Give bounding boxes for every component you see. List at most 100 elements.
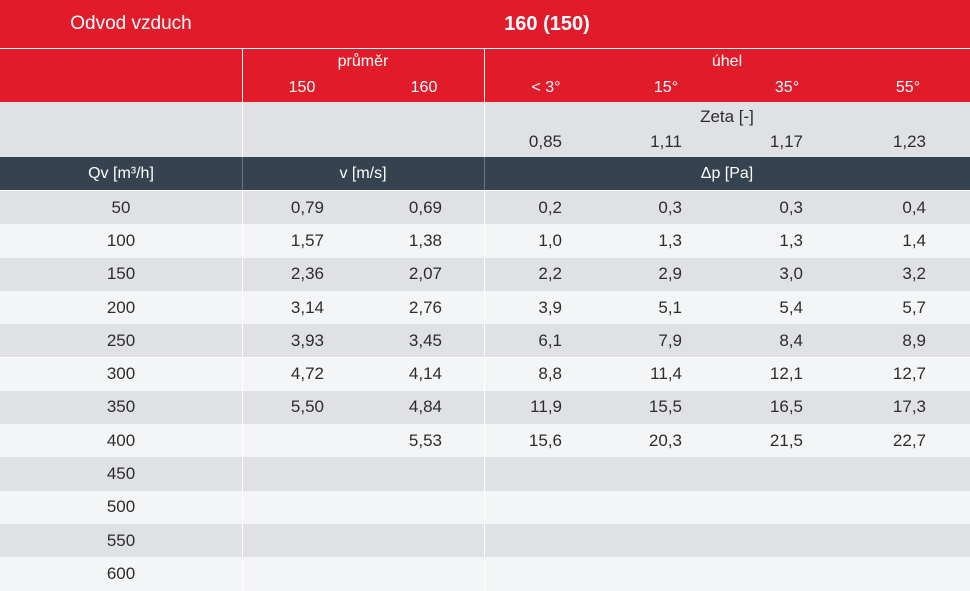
velocity-160-cell: 4,14 (408, 364, 442, 384)
table-row: 150 2,36 2,07 2,2 2,9 3,0 3,2 (0, 257, 970, 291)
angle-15: 15° (653, 79, 679, 96)
pressure-lt3-cell: 8,8 (538, 364, 562, 384)
divider (242, 157, 243, 190)
pressure-lt3-cell (490, 491, 562, 524)
pressure-15-cell: 7,9 (658, 330, 682, 350)
divider (484, 390, 485, 425)
qv-cell: 100 (106, 230, 136, 250)
title-row: Odvod vzduch 160 (150) (0, 0, 970, 48)
zeta-value-1: 0,85 (528, 132, 562, 151)
pressure-15-cell: 2,9 (658, 264, 682, 284)
divider (484, 324, 485, 358)
table-row: 50 0,79 0,69 0,2 0,3 0,3 0,4 (0, 191, 970, 225)
velocity-150-cell: 1,57 (290, 230, 324, 250)
velocity-160-cell (368, 524, 442, 557)
angle-label: úhel (711, 53, 743, 70)
qv-cell: 150 (106, 264, 136, 284)
qv-cell: 350 (106, 397, 136, 417)
pressure-header: Δp [Pa] (700, 164, 754, 182)
pressure-55-cell: 8,9 (902, 330, 926, 350)
table-row: 600 (0, 557, 970, 591)
divider (484, 557, 485, 591)
zeta-label: Zeta [-] (700, 107, 754, 126)
pressure-lt3-cell: 0,2 (538, 197, 562, 217)
velocity-160-cell: 2,76 (408, 297, 442, 317)
divider (484, 191, 485, 225)
pressure-35-cell: 0,3 (779, 197, 803, 217)
divider (484, 49, 485, 102)
diameter-label: průměr (337, 53, 389, 70)
zeta-value-2: 1,11 (650, 132, 682, 151)
diameter-150: 150 (288, 79, 316, 96)
qv-cell: 200 (106, 297, 136, 317)
pressure-55-cell: 1,4 (902, 230, 926, 250)
pressure-55-cell (854, 524, 926, 557)
velocity-160-cell: 0,69 (408, 197, 442, 217)
divider (484, 457, 485, 491)
pressure-15-cell: 5,1 (658, 297, 682, 317)
pressure-15-cell: 11,4 (650, 364, 682, 384)
qv-cell: 250 (106, 330, 136, 350)
divider (242, 290, 243, 325)
pressure-35-cell (731, 524, 803, 557)
velocity-150-cell: 0,79 (290, 197, 324, 217)
angle-lt3: < 3° (531, 79, 561, 96)
table-row: 400 5,53 15,6 20,3 21,5 22,7 (0, 424, 970, 458)
velocity-150-cell: 5,50 (290, 397, 324, 417)
pressure-55-cell: 0,4 (902, 197, 926, 217)
velocity-150-cell: 4,72 (290, 364, 324, 384)
qv-cell: 400 (106, 430, 136, 450)
pressure-35-cell: 3,0 (779, 264, 803, 284)
header-row: průměr 150 160 úhel < 3° 15° 35° 55° (0, 49, 970, 102)
velocity-header: v [m/s] (339, 164, 387, 182)
pressure-lt3-cell: 3,9 (538, 297, 562, 317)
pressure-lt3-cell: 15,6 (528, 430, 562, 450)
table-row: 450 (0, 457, 970, 491)
pressure-35-cell: 16,5 (769, 397, 803, 417)
divider (484, 157, 485, 190)
pressure-55-cell: 12,7 (892, 364, 926, 384)
table-row: 550 (0, 524, 970, 558)
zeta-value-4: 1,23 (892, 132, 926, 151)
divider (242, 490, 243, 524)
angle-55: 55° (895, 79, 921, 96)
table-row: 500 (0, 490, 970, 524)
pressure-35-cell (731, 491, 803, 524)
pressure-35-cell (731, 557, 803, 590)
pressure-lt3-cell: 2,2 (538, 264, 562, 284)
divider (484, 424, 485, 458)
pressure-lt3-cell: 6,1 (538, 330, 562, 350)
velocity-150-cell (250, 491, 324, 524)
velocity-160-cell: 2,07 (408, 264, 442, 284)
velocity-160-cell: 4,84 (408, 397, 442, 417)
pressure-35-cell: 8,4 (779, 330, 803, 350)
velocity-150-cell: 2,36 (290, 264, 324, 284)
velocity-150-cell: 3,14 (290, 297, 324, 317)
pressure-15-cell (610, 557, 682, 590)
column-header-row: Qv [m³/h] v [m/s] Δp [Pa] (0, 157, 970, 190)
title-center: 160 (150) (504, 12, 590, 35)
pressure-55-cell (854, 491, 926, 524)
pressure-35-cell: 1,3 (779, 230, 803, 250)
velocity-160-cell (368, 491, 442, 524)
table-row: 300 4,72 4,14 8,8 11,4 12,1 12,7 (0, 357, 970, 391)
divider (484, 290, 485, 325)
qv-header: Qv [m³/h] (88, 164, 154, 182)
divider (484, 257, 485, 291)
divider (242, 424, 243, 458)
pressure-lt3-cell: 1,0 (538, 230, 562, 250)
velocity-160-cell (368, 557, 442, 590)
divider (242, 224, 243, 258)
divider (484, 357, 485, 391)
velocity-150-cell (250, 457, 324, 490)
pressure-35-cell: 12,1 (769, 364, 803, 384)
angle-35: 35° (774, 79, 800, 96)
divider (242, 557, 243, 591)
pressure-15-cell (610, 524, 682, 557)
divider (484, 224, 485, 258)
qv-cell: 550 (106, 530, 136, 550)
pressure-15-cell (610, 491, 682, 524)
divider (484, 490, 485, 524)
divider (242, 324, 243, 358)
